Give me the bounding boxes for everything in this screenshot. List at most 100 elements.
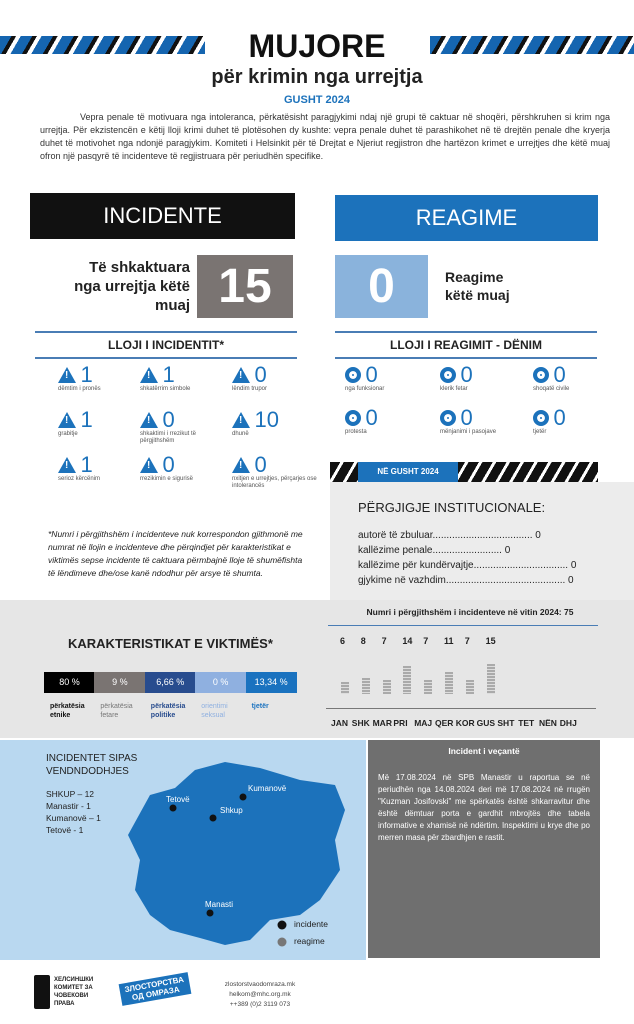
x-tick-label: MAR <box>372 718 392 728</box>
special-incident-panel: Incident i veçantë Më 17.08.2024 në SPB … <box>368 740 600 958</box>
incident-types-header: LLOJI I INCIDENTIT* <box>35 331 297 359</box>
reaction-type-value: 0 <box>365 362 378 387</box>
helsinki-logo-text: ХЕЛСИНШКИ КОМИТЕТ ЗА ЧОВЕКОВИ ПРАВА <box>54 977 94 1007</box>
location-line: Kumanovë – 1 <box>46 813 101 823</box>
hand-icon <box>345 367 361 383</box>
x-tick-label: GUS <box>476 718 496 728</box>
incident-type-label: shkaktimi i rrezikut të përgjithshëm <box>140 431 197 444</box>
incidents-note: *Numri i përgjithshëm i incidenteve nuk … <box>48 529 303 578</box>
city-dot <box>169 804 177 812</box>
reaction-type: 0 shoqatë civile <box>533 362 623 393</box>
incident-type-label: dëmtim i pronës <box>58 386 101 392</box>
incident-type-value: 1 <box>80 407 93 432</box>
incidents-banner: INCIDENTE <box>30 193 295 239</box>
location-line: Manastir - 1 <box>46 801 91 811</box>
reactions-caption: Reagime këtë muaj <box>445 269 510 303</box>
header-stripe-right <box>430 36 634 54</box>
data-label: 14 <box>402 636 413 646</box>
incident-type-label: grabitje <box>58 431 78 437</box>
incident-type-label: shkatërrim simbole <box>140 386 191 392</box>
x-tick-label: NËN <box>539 718 557 728</box>
victim-bar: 0 % <box>195 672 247 693</box>
incident-type-value: 10 <box>254 407 279 432</box>
city-label: Tetovë <box>166 795 190 804</box>
bar <box>465 680 474 694</box>
warning-icon <box>140 367 158 383</box>
hate-crimes-logo: ЗЛОСТОРСТВА ОД ОМРАЗА <box>118 972 192 1006</box>
incident-type-value: 0 <box>162 452 175 477</box>
victims-title: KARAKTERISTIKAT E VIKTIMËS* <box>68 636 273 651</box>
incident-type-label: serioz kërcënim <box>58 476 101 482</box>
country-shape <box>128 762 345 945</box>
reaction-type: 0 mënjanimi i pasojave <box>440 405 530 436</box>
x-tick-label: SHK <box>351 718 370 728</box>
incident-type-value: 1 <box>80 452 93 477</box>
reaction-type: 0 nga funksionar <box>345 362 435 393</box>
globe-icon <box>34 975 50 1009</box>
data-label: 6 <box>340 636 346 646</box>
incident-type: 10 dhunë <box>232 407 322 438</box>
victim-bar: 13,34 % <box>245 672 297 693</box>
hand-icon <box>345 410 361 426</box>
inst-line: kallëzime penale........................… <box>358 545 511 556</box>
data-label: 11 <box>444 636 454 646</box>
reaction-type-value: 0 <box>460 405 473 430</box>
reaction-type-label: mënjanimi i pasojave <box>440 429 497 435</box>
victim-bar: 6,66 % <box>144 672 196 693</box>
incident-type-label: nxitjen e urrejtjes, përçarjes ose intol… <box>232 476 317 489</box>
chart-baseline <box>326 708 596 709</box>
location-line: SHKUP – 12 <box>46 789 95 799</box>
legend-reaction-dot <box>277 937 287 947</box>
reaction-type-value: 0 <box>365 405 378 430</box>
victim-label: përkatësia politike <box>150 703 186 719</box>
location-line: Tetovë - 1 <box>46 825 84 835</box>
reaction-type: 0 tjetër <box>533 405 623 436</box>
city-dot <box>209 814 217 822</box>
reaction-type: 0 protesta <box>345 405 435 436</box>
incident-type-value: 1 <box>80 362 93 387</box>
email-link[interactable]: helkom@mhc.org.mk <box>229 991 291 998</box>
incident-type-value: 0 <box>254 452 267 477</box>
victims-panel <box>0 600 634 738</box>
x-tick-label: MAJ <box>414 718 433 728</box>
warning-icon <box>232 412 250 428</box>
locations-list: SHKUP – 12 Manastir - 1 Kumanovë – 1 Tet… <box>46 788 101 836</box>
header-stripe-left <box>0 36 205 54</box>
x-tick-label: SHT <box>497 718 515 728</box>
reaction-type-label: tjetër <box>533 429 547 435</box>
reaction-type-label: shoqatë civile <box>533 386 570 392</box>
x-tick-label: JAN <box>331 718 349 728</box>
phone: ++389 (0)2 3119 073 <box>229 1001 291 1008</box>
bar <box>424 680 433 694</box>
inst-line: gjykime në vazhdim......................… <box>358 575 574 586</box>
website-link[interactable]: zlostorstvaodomraza.mk <box>224 981 296 988</box>
victim-bar: 80 % <box>44 672 95 693</box>
hand-icon <box>533 410 549 426</box>
institutional-lines: autorë të zbuluar.......................… <box>358 528 628 588</box>
institutional-title: PËRGJIGJE INSTITUCIONALE: <box>358 500 546 515</box>
city-label: Shkup <box>220 806 243 815</box>
warning-icon <box>232 457 250 473</box>
x-tick-label: PRI <box>393 718 408 728</box>
inst-line: kallëzime për kundërvajtje..............… <box>358 560 577 571</box>
bar <box>361 678 370 694</box>
reaction-type: 0 klerik fetar <box>440 362 530 393</box>
incident-type-label: dhunë <box>232 431 249 437</box>
incident-type-value: 1 <box>162 362 175 387</box>
victim-label: përkatësia etnike <box>50 703 85 719</box>
legend-incident: incidente <box>294 919 329 929</box>
page-title: MUJORE <box>248 28 386 64</box>
victim-bar: 9 % <box>94 672 146 693</box>
reaction-types-header: LLOJI I REAGIMIT - DËNIM <box>335 331 597 359</box>
incident-type-label: lëndim trupor <box>232 386 268 392</box>
intro-text: Vepra penale të motivuara nga intoleranc… <box>40 112 610 161</box>
incidents-caption: Të shkaktuara nga urrejtja këtë muaj <box>74 259 190 314</box>
special-title: Incident i veçantë <box>448 746 520 756</box>
incident-type-label: rrezikimin e sigurisë <box>140 476 194 482</box>
institutional-panel <box>330 482 634 600</box>
